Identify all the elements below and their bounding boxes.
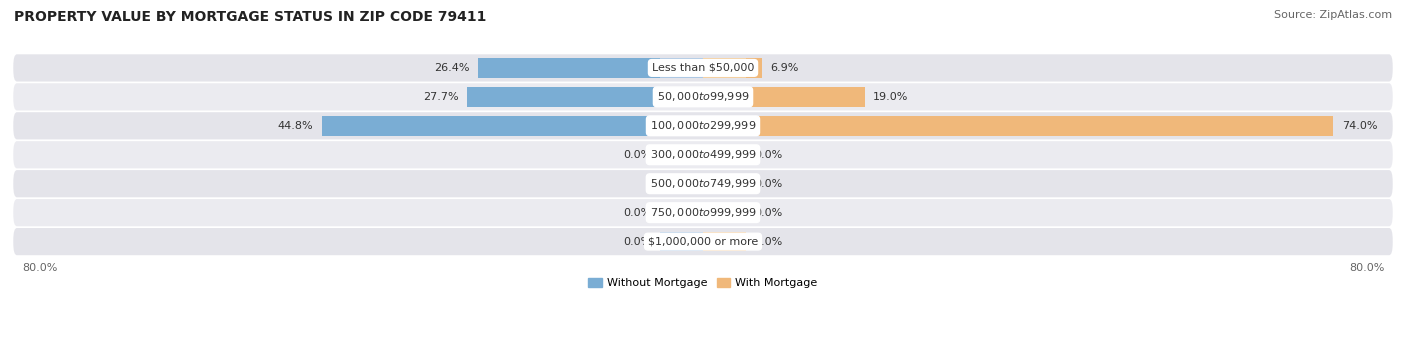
FancyBboxPatch shape <box>13 170 1393 197</box>
Text: 80.0%: 80.0% <box>1348 263 1384 273</box>
Bar <box>478 58 661 78</box>
Bar <box>745 116 1333 136</box>
Text: 0.0%: 0.0% <box>624 237 652 247</box>
Text: 1.1%: 1.1% <box>657 179 685 189</box>
Bar <box>661 58 703 78</box>
Bar <box>661 174 703 194</box>
FancyBboxPatch shape <box>13 141 1393 168</box>
Text: 44.8%: 44.8% <box>277 121 314 131</box>
FancyBboxPatch shape <box>13 83 1393 110</box>
Bar <box>322 116 661 136</box>
Text: 0.0%: 0.0% <box>754 150 782 160</box>
Bar <box>661 145 703 165</box>
FancyBboxPatch shape <box>13 199 1393 226</box>
Bar <box>693 174 703 194</box>
Text: $500,000 to $749,999: $500,000 to $749,999 <box>650 177 756 190</box>
Text: 0.0%: 0.0% <box>624 150 652 160</box>
Bar <box>703 145 745 165</box>
Text: $750,000 to $999,999: $750,000 to $999,999 <box>650 206 756 219</box>
Text: 19.0%: 19.0% <box>873 92 908 102</box>
Text: 0.0%: 0.0% <box>754 237 782 247</box>
FancyBboxPatch shape <box>13 228 1393 255</box>
Text: 80.0%: 80.0% <box>22 263 58 273</box>
Text: 27.7%: 27.7% <box>423 92 458 102</box>
Bar <box>703 58 745 78</box>
Text: $100,000 to $299,999: $100,000 to $299,999 <box>650 119 756 132</box>
Bar <box>703 87 745 107</box>
Bar <box>703 174 745 194</box>
Text: 74.0%: 74.0% <box>1341 121 1376 131</box>
Bar <box>661 116 703 136</box>
Text: 6.9%: 6.9% <box>770 63 799 73</box>
FancyBboxPatch shape <box>13 112 1393 139</box>
Text: Source: ZipAtlas.com: Source: ZipAtlas.com <box>1274 10 1392 20</box>
Text: $300,000 to $499,999: $300,000 to $499,999 <box>650 148 756 161</box>
Text: 0.0%: 0.0% <box>754 179 782 189</box>
Bar <box>703 203 745 222</box>
Text: $50,000 to $99,999: $50,000 to $99,999 <box>657 90 749 103</box>
Text: 0.0%: 0.0% <box>754 208 782 218</box>
Text: PROPERTY VALUE BY MORTGAGE STATUS IN ZIP CODE 79411: PROPERTY VALUE BY MORTGAGE STATUS IN ZIP… <box>14 10 486 24</box>
Legend: Without Mortgage, With Mortgage: Without Mortgage, With Mortgage <box>583 273 823 293</box>
Bar <box>661 203 703 222</box>
Bar <box>661 87 703 107</box>
Text: 26.4%: 26.4% <box>434 63 470 73</box>
Bar <box>703 232 745 251</box>
Text: Less than $50,000: Less than $50,000 <box>652 63 754 73</box>
Bar <box>745 87 865 107</box>
Bar <box>467 87 661 107</box>
Bar <box>745 58 762 78</box>
Bar <box>661 232 703 251</box>
Bar <box>703 116 745 136</box>
Text: $1,000,000 or more: $1,000,000 or more <box>648 237 758 247</box>
Text: 0.0%: 0.0% <box>624 208 652 218</box>
FancyBboxPatch shape <box>13 54 1393 81</box>
